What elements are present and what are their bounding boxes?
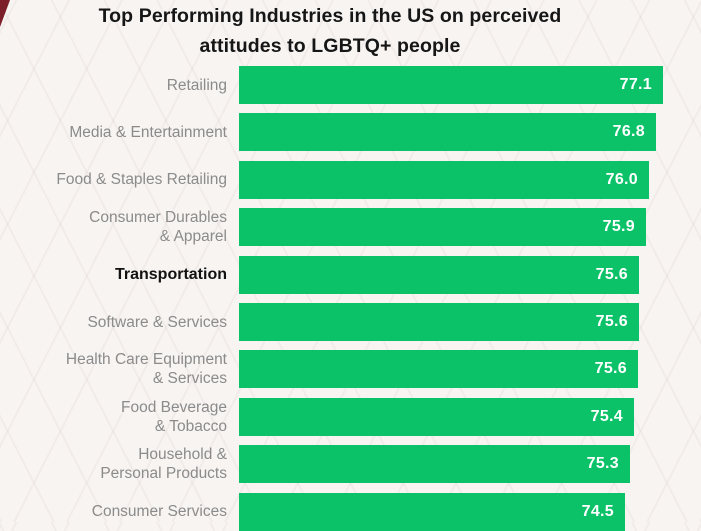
bar-value-label: 74.5: [581, 502, 614, 520]
bar-value-label: 75.6: [595, 265, 628, 283]
bar-row: Software & Services 75.6: [0, 303, 701, 341]
bar: 75.3: [239, 445, 630, 484]
bar-label: Food Beverage & Tobacco: [121, 398, 227, 435]
bar-row: Retailing 77.1: [0, 66, 701, 104]
bar: 74.5: [239, 492, 625, 531]
bar-value-label: 75.3: [586, 455, 619, 473]
bar-row: Transportation 75.6: [0, 255, 701, 294]
bar: 75.6: [239, 350, 638, 389]
bar-label: Consumer Durables & Apparel: [89, 209, 227, 246]
corner-ribbon-decoration: [0, 0, 10, 27]
bar: 76.8: [239, 113, 656, 152]
bar-value-label: 77.1: [619, 76, 652, 93]
bar-label: Transportation: [114, 266, 227, 284]
bar: 75.6: [239, 255, 639, 294]
bar-label: Software & Services: [87, 313, 227, 331]
bar: 75.9: [239, 208, 646, 247]
chart-title-line-2: attitudes to LGBTQ+ people: [199, 35, 461, 57]
bar-label: Consumer Services: [91, 503, 227, 521]
bar-value-label: 76.0: [605, 170, 638, 188]
bar-value-label: 75.6: [594, 360, 627, 378]
bar-row: Health Care Equipment & Services 75.6: [0, 350, 701, 389]
bar-value-label: 76.8: [612, 123, 645, 141]
bar-row: Household & Personal Products 75.3: [0, 445, 701, 484]
bar-label: Retailing: [166, 76, 227, 94]
bar-row: Consumer Durables & Apparel 75.9: [0, 208, 701, 247]
bar-label: Media & Entertainment: [69, 123, 227, 141]
chart-title: Top Performing Industries in the US on p…: [0, 1, 660, 61]
bar-value-label: 75.4: [590, 407, 623, 425]
bar-value-label: 75.6: [595, 313, 628, 330]
bar: 77.1: [239, 66, 663, 104]
bar-label: Household & Personal Products: [100, 446, 227, 483]
bar: 75.4: [239, 397, 634, 436]
bar-row: Media & Entertainment 76.8: [0, 113, 701, 152]
bar-value-label: 75.9: [602, 218, 635, 236]
bar-row: Consumer Services 74.5: [0, 492, 701, 531]
bar-label: Health Care Equipment & Services: [65, 351, 227, 388]
bar-row: Food Beverage & Tobacco 75.4: [0, 397, 701, 436]
bar-label: Food & Staples Retailing: [56, 171, 227, 189]
bar: 75.6: [239, 303, 639, 341]
bar: 76.0: [239, 160, 649, 199]
chart-title-line-1: Top Performing Industries in the US on p…: [98, 5, 562, 27]
bar-row: Food & Staples Retailing 76.0: [0, 160, 701, 199]
